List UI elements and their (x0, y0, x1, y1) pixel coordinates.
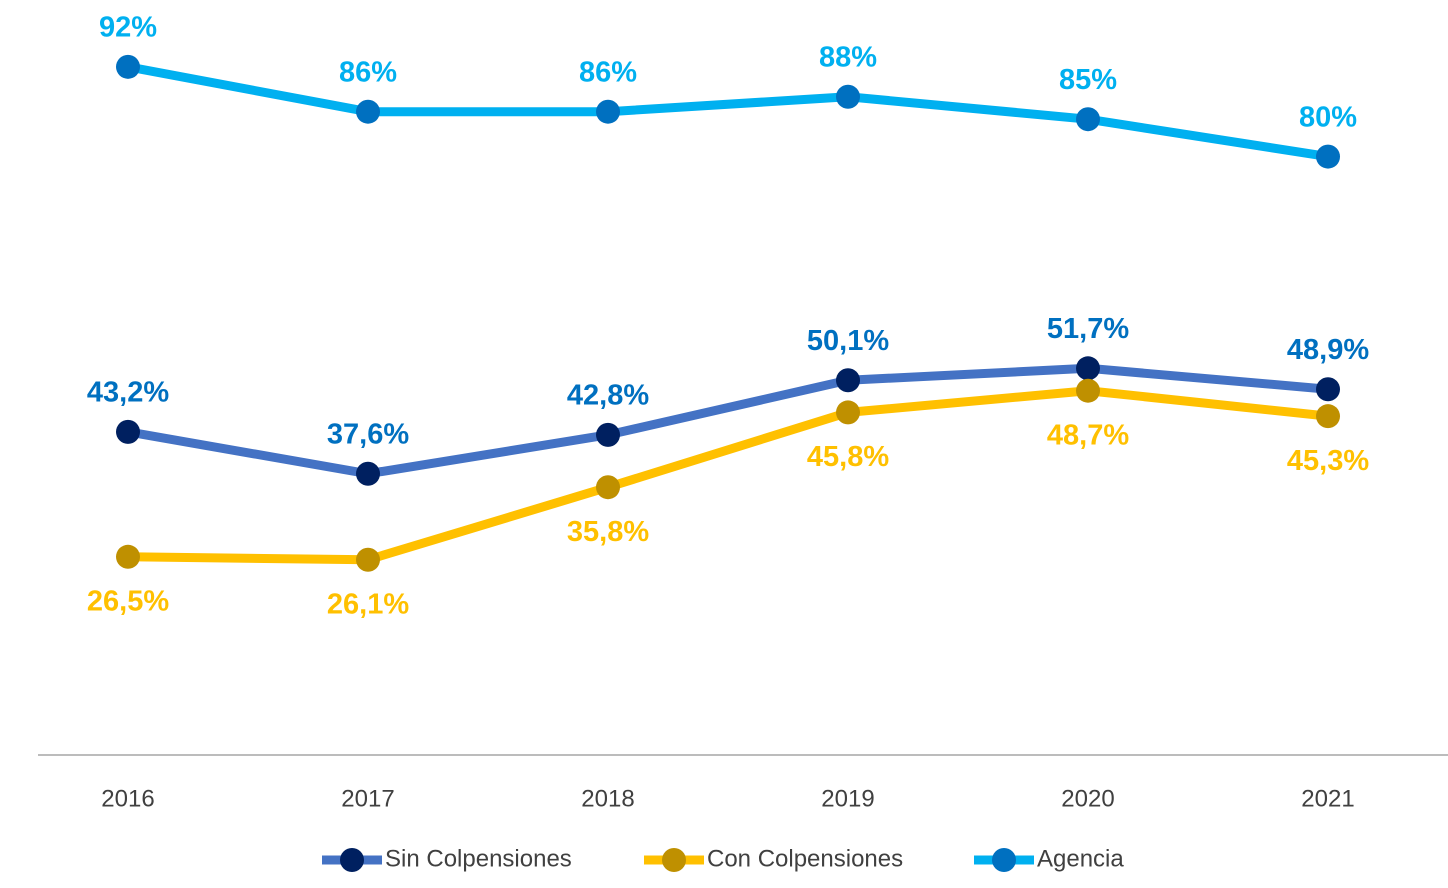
marker (596, 99, 620, 124)
series-line (127, 62, 1329, 162)
data-label: 26,1% (327, 588, 409, 620)
marker (116, 544, 140, 569)
data-label: 51,7% (1047, 313, 1129, 345)
marker (1076, 107, 1100, 132)
data-label: 45,8% (807, 441, 889, 473)
x-tick-label: 2019 (821, 785, 874, 812)
marker (596, 422, 620, 447)
marker (356, 461, 380, 486)
data-label: 42,8% (567, 380, 649, 412)
data-label: 43,2% (87, 377, 169, 409)
marker (356, 99, 380, 124)
series-line (127, 386, 1329, 565)
data-label: 45,3% (1287, 445, 1369, 477)
legend-label: Con Colpensiones (707, 845, 903, 872)
data-label: 85% (1059, 64, 1117, 96)
marker (1076, 378, 1100, 403)
data-label: 48,9% (1287, 334, 1369, 366)
marker (1316, 377, 1340, 402)
marker (1076, 356, 1100, 381)
data-label: 37,6% (327, 418, 409, 450)
marker (596, 475, 620, 500)
legend-marker (340, 848, 364, 872)
x-tick-label: 2018 (581, 785, 634, 812)
data-label: 26,5% (87, 585, 169, 617)
marker (836, 84, 860, 109)
x-tick-label: 2021 (1301, 785, 1354, 812)
legend-marker (662, 848, 686, 872)
data-label: 50,1% (807, 325, 889, 357)
marker (356, 547, 380, 572)
data-label: 88% (819, 41, 877, 73)
legend-label: Sin Colpensiones (385, 845, 572, 872)
marker (116, 419, 140, 444)
data-label: 80% (1299, 101, 1357, 133)
x-tick-label: 2016 (101, 785, 154, 812)
marker (836, 400, 860, 425)
marker (116, 54, 140, 79)
marker (836, 368, 860, 393)
legend-marker (992, 848, 1016, 872)
marker (1316, 144, 1340, 169)
data-label: 48,7% (1047, 419, 1129, 451)
data-label: 35,8% (567, 516, 649, 548)
data-label: 92% (99, 11, 157, 43)
x-tick-label: 2017 (341, 785, 394, 812)
data-label: 86% (579, 56, 637, 88)
legend-label: Agencia (1037, 845, 1124, 872)
series-line (127, 363, 1329, 479)
x-tick-label: 2020 (1061, 785, 1114, 812)
data-label: 86% (339, 56, 397, 88)
marker (1316, 404, 1340, 429)
